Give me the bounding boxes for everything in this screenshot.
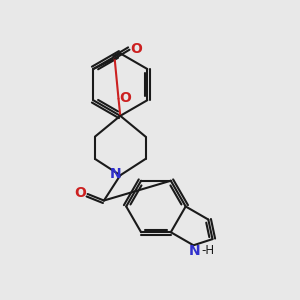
Text: N: N <box>110 167 121 181</box>
Text: O: O <box>74 185 86 200</box>
Text: N: N <box>189 244 201 258</box>
Text: -H: -H <box>202 244 215 257</box>
Text: O: O <box>119 91 131 105</box>
Text: O: O <box>130 42 142 56</box>
